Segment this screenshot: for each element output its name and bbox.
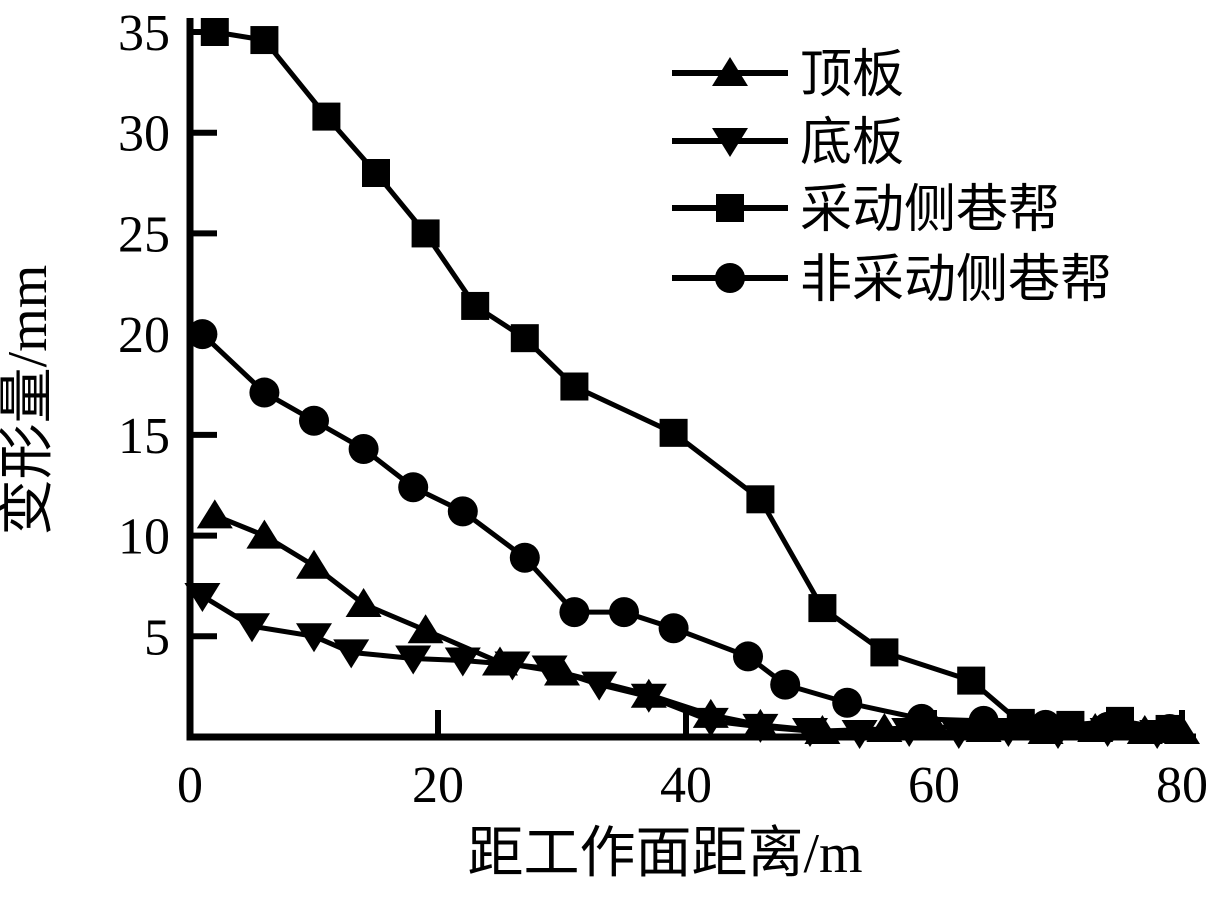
legend-square-icon (716, 194, 744, 222)
triangle-up-marker-roof (407, 614, 444, 644)
legend-item-non-mining-side-wall: 非采动侧巷帮 (672, 252, 1112, 309)
triangle-down-marker-floor (630, 683, 667, 713)
triangle-down-marker-floor (841, 719, 878, 749)
y-axis-title: 变形量/mm (0, 265, 59, 536)
triangle-down-marker-floor (234, 613, 270, 643)
x-axis-title: 距工作面距离/m (467, 823, 862, 885)
y-tick-label: 35 (118, 5, 170, 62)
series-line-non-mining-side-wall (200, 332, 1170, 732)
square-marker-mining-side-wall (362, 159, 390, 187)
triangle-down-marker-floor (792, 717, 828, 747)
circle-marker-non-mining-side-wall (968, 705, 999, 736)
triangle-up-marker-roof (196, 499, 233, 529)
y-tick-label: 20 (118, 307, 170, 364)
legend-label-floor: 底板 (800, 115, 904, 172)
circle-marker-non-mining-side-wall (733, 641, 763, 672)
y-tick-label: 10 (118, 509, 170, 566)
triangle-down-marker-floor (940, 719, 977, 749)
legend-triangle-down-icon (712, 128, 748, 157)
triangle-up-marker-roof (246, 519, 283, 549)
triangle-down-marker-floor (581, 671, 618, 701)
square-marker-mining-side-wall (312, 102, 341, 131)
triangle-down-marker-floor (742, 713, 779, 743)
x-tick-label: 0 (177, 757, 203, 814)
legend-circle-icon (715, 263, 745, 293)
triangle-down-marker-floor (184, 583, 221, 612)
circle-marker-non-mining-side-wall (906, 703, 937, 734)
circle-marker-non-mining-side-wall (447, 496, 478, 527)
circle-marker-non-mining-side-wall (398, 472, 429, 503)
square-marker-mining-side-wall (250, 26, 279, 55)
legend-triangle-up-icon (712, 57, 748, 86)
x-tick-label: 60 (908, 757, 960, 814)
triangle-down-marker-floor (296, 623, 332, 653)
triangle-down-marker-floor (692, 707, 729, 737)
y-tick-label: 30 (118, 106, 170, 163)
circle-marker-non-mining-side-wall (1030, 709, 1061, 740)
series-line-roof (213, 513, 1182, 734)
circle-marker-non-mining-side-wall (658, 613, 689, 644)
square-marker-mining-side-wall (659, 418, 688, 447)
legend-label-non-mining-side-wall: 非采动侧巷帮 (800, 252, 1112, 309)
circle-marker-non-mining-side-wall (509, 542, 540, 573)
x-tick-label: 80 (1156, 757, 1208, 814)
circle-marker-non-mining-side-wall (299, 405, 329, 436)
square-marker-mining-side-wall (560, 372, 589, 401)
square-marker-mining-side-wall (411, 219, 440, 248)
legend-item-floor: 底板 (672, 115, 904, 172)
triangle-down-marker-floor (531, 655, 568, 685)
triangle-down-marker-floor (444, 647, 481, 677)
circle-marker-non-mining-side-wall (609, 597, 639, 628)
triangle-down-marker-floor (494, 651, 531, 681)
square-marker-mining-side-wall (200, 18, 229, 46)
square-marker-mining-side-wall (808, 594, 837, 623)
y-tick-label: 5 (144, 609, 170, 666)
circle-marker-non-mining-side-wall (770, 669, 801, 700)
square-marker-mining-side-wall (746, 485, 775, 514)
circle-marker-non-mining-side-wall (348, 433, 379, 464)
legend-label-mining-side-wall: 采动侧巷帮 (800, 182, 1060, 239)
legend-item-mining-side-wall: 采动侧巷帮 (672, 182, 1060, 239)
legend-label-roof: 顶板 (800, 47, 904, 104)
triangle-up-marker-roof (296, 549, 332, 579)
circle-marker-non-mining-side-wall (1154, 713, 1185, 744)
x-tick-label: 20 (412, 757, 464, 814)
triangle-down-marker-floor (333, 639, 370, 669)
circle-marker-non-mining-side-wall (187, 319, 218, 350)
y-tick-label: 25 (118, 206, 170, 263)
square-marker-mining-side-wall (957, 666, 986, 695)
circle-marker-non-mining-side-wall (832, 687, 863, 718)
y-tick-label: 15 (118, 408, 170, 465)
legend-item-roof: 顶板 (672, 47, 904, 104)
square-marker-mining-side-wall (510, 324, 539, 353)
circle-marker-non-mining-side-wall (249, 377, 280, 408)
series-line-mining-side-wall (214, 29, 1171, 732)
triangle-up-marker-roof (345, 588, 382, 618)
square-marker-mining-side-wall (870, 638, 899, 667)
triangle-down-marker-floor (395, 645, 432, 675)
x-tick-label: 40 (660, 757, 712, 814)
square-marker-mining-side-wall (461, 291, 490, 320)
circle-marker-non-mining-side-wall (1092, 711, 1123, 742)
circle-marker-non-mining-side-wall (559, 597, 590, 628)
